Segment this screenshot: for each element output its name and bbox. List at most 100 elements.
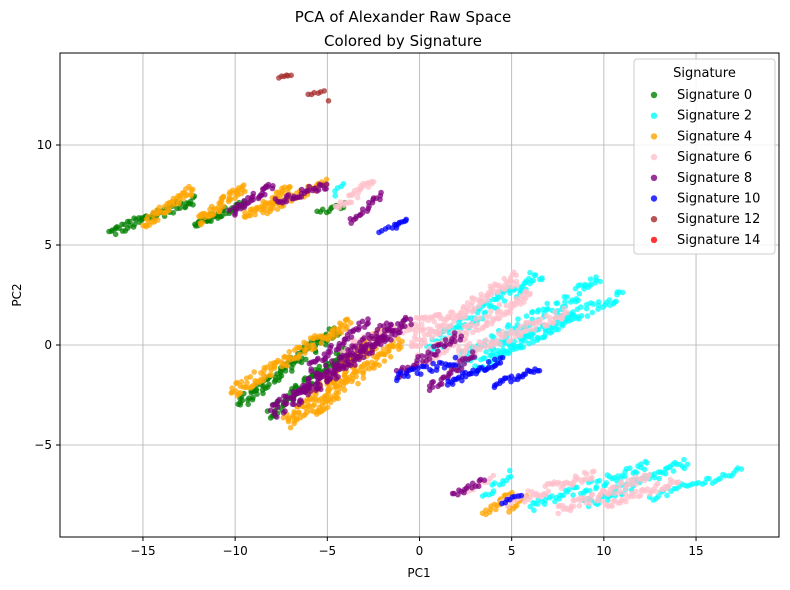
- data-point: [264, 364, 271, 370]
- data-point: [564, 294, 570, 300]
- data-point: [305, 391, 311, 398]
- data-point: [506, 509, 512, 515]
- legend-label: Signature 8: [677, 171, 752, 186]
- data-point: [536, 367, 543, 374]
- data-point: [322, 362, 329, 369]
- data-point: [498, 294, 504, 300]
- data-point: [360, 354, 367, 361]
- data-point: [353, 373, 359, 380]
- data-point: [542, 330, 549, 337]
- data-point: [544, 300, 550, 307]
- data-point: [434, 364, 440, 370]
- data-point: [631, 493, 637, 500]
- data-point: [229, 385, 235, 391]
- series-signature-5: [376, 216, 543, 507]
- data-point: [402, 314, 409, 321]
- data-point: [327, 349, 334, 355]
- data-point: [332, 193, 339, 199]
- data-point: [644, 460, 650, 466]
- data-point: [664, 492, 670, 499]
- data-point: [390, 343, 397, 350]
- data-point: [360, 375, 367, 381]
- legend-marker: [650, 133, 658, 140]
- data-point: [397, 369, 404, 376]
- data-point: [338, 330, 345, 336]
- data-point: [374, 326, 381, 333]
- data-point: [291, 401, 297, 408]
- data-point: [229, 187, 236, 194]
- data-point: [681, 465, 688, 472]
- data-point: [131, 221, 138, 228]
- axis-ticks: −15 −10 −5 0 5 10 15 −5 0 5 10: [34, 138, 703, 558]
- data-point: [189, 186, 196, 193]
- data-point: [359, 206, 366, 212]
- legend-label: Signature 2: [677, 109, 752, 124]
- data-point: [430, 360, 436, 367]
- legend-marker: [650, 112, 658, 119]
- data-point: [311, 401, 318, 408]
- data-point: [501, 298, 508, 304]
- data-point: [405, 373, 411, 380]
- data-point: [421, 336, 428, 343]
- data-point: [430, 379, 437, 385]
- data-point: [388, 321, 394, 328]
- data-point: [356, 324, 363, 331]
- data-point: [296, 351, 303, 358]
- x-tick-label: 0: [416, 544, 424, 558]
- data-point: [534, 501, 541, 507]
- data-point: [238, 378, 245, 385]
- data-point: [423, 363, 430, 370]
- data-point: [296, 409, 302, 416]
- data-point: [210, 211, 217, 217]
- data-point: [456, 329, 462, 335]
- data-point: [474, 321, 481, 328]
- data-point: [228, 196, 234, 202]
- legend-marker: [650, 91, 658, 99]
- data-point: [276, 396, 283, 403]
- data-point: [574, 484, 580, 491]
- data-point: [348, 199, 355, 206]
- data-point: [503, 302, 510, 309]
- data-point: [527, 269, 533, 276]
- data-point: [508, 473, 514, 480]
- data-point: [641, 466, 648, 473]
- data-point: [309, 383, 315, 390]
- data-point: [220, 193, 227, 200]
- data-point: [188, 191, 195, 197]
- data-point: [549, 493, 555, 499]
- data-point: [325, 98, 332, 104]
- series-signature-6: [276, 72, 332, 104]
- data-point: [618, 489, 625, 495]
- data-point: [633, 481, 639, 487]
- data-point: [326, 367, 333, 374]
- data-point: [527, 290, 533, 297]
- data-point: [335, 390, 342, 396]
- data-point: [569, 316, 576, 323]
- x-tick-label: 15: [688, 544, 703, 558]
- data-point: [292, 382, 299, 389]
- data-point: [237, 389, 244, 396]
- data-point: [418, 353, 425, 359]
- data-point: [323, 181, 330, 188]
- data-point: [484, 319, 491, 325]
- data-point: [268, 372, 275, 378]
- data-point: [522, 338, 528, 344]
- data-point: [262, 191, 268, 198]
- data-point: [590, 301, 596, 308]
- data-point: [662, 470, 669, 477]
- data-point: [112, 231, 119, 238]
- legend-item-signature-6: Signature 12: [650, 212, 760, 227]
- data-point: [493, 506, 499, 513]
- data-point: [571, 503, 577, 510]
- data-point: [156, 204, 163, 211]
- data-point: [589, 309, 596, 316]
- data-point: [578, 304, 584, 310]
- data-point: [485, 359, 492, 365]
- data-point: [469, 349, 476, 355]
- legend-box: [633, 58, 776, 255]
- data-point: [184, 192, 190, 198]
- data-point: [365, 316, 371, 322]
- data-point: [443, 342, 449, 348]
- data-point: [355, 380, 361, 387]
- data-point: [509, 284, 515, 290]
